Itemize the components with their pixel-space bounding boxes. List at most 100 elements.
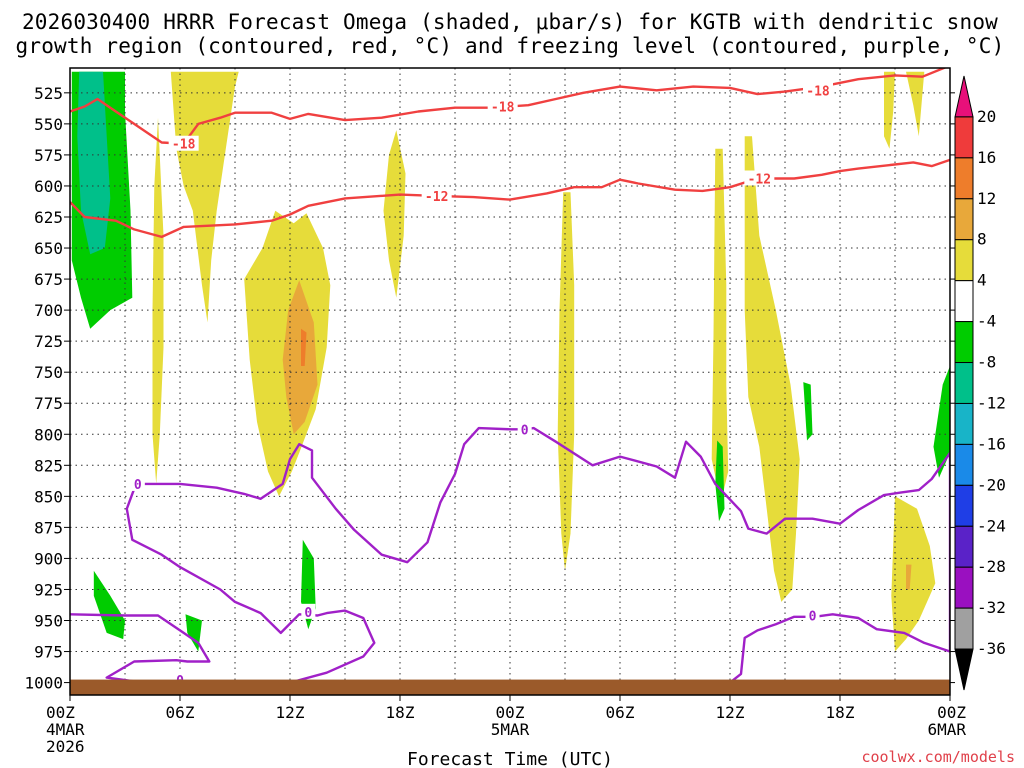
contour-label-bg: [805, 607, 820, 623]
colorbar-swatch: [954, 402, 974, 445]
omega-region-green-00z-6mar: [933, 366, 950, 478]
colorbar-label: -20: [977, 475, 1006, 494]
contour-minus12: [70, 158, 950, 239]
x-tick-label: 5MAR: [491, 720, 530, 739]
omega-region-yellow-1130: [711, 148, 729, 503]
contour-label-freezing-level: 0: [134, 478, 142, 493]
y-tick-label: 900: [34, 549, 63, 568]
x-tick-label: 4MAR: [46, 720, 85, 739]
y-tick-label: 950: [34, 612, 63, 631]
colorbar-label: -16: [977, 434, 1006, 453]
omega-region-orange-12z-core: [282, 280, 318, 435]
contour-label-minus12: -12: [425, 190, 448, 205]
contour-label-bg: [517, 421, 532, 437]
contour-label-freezing-level: 0: [521, 423, 529, 438]
chart-title-line-1: 2026030400 HRRR Forecast Omega (shaded, …: [22, 10, 998, 34]
colorbar-swatch: [954, 607, 974, 650]
credit-link[interactable]: coolwx.com/models: [861, 748, 1015, 766]
contour-freezing-level: [70, 426, 950, 687]
colorbar-label: -36: [977, 639, 1006, 658]
chart-title-line-2: growth region (contoured, red, °C) and f…: [16, 34, 1005, 58]
colorbar-label: 16: [977, 148, 996, 167]
colorbar-swatch: [954, 362, 974, 404]
omega-region-orange-2130-spot: [906, 564, 912, 590]
x-tick-label: 6MAR: [927, 720, 966, 739]
y-tick-label: 800: [34, 425, 63, 444]
y-tick-label: 650: [34, 239, 63, 258]
terrain-band: [70, 679, 950, 695]
y-tick-label: 675: [34, 270, 63, 289]
y-tick-label: 525: [34, 84, 63, 103]
x-tick-label: 12Z: [276, 703, 305, 722]
colorbar-label: -12: [977, 393, 1006, 412]
omega-region-yellow-03z-slice: [557, 192, 575, 571]
contour-label-bg: [744, 170, 775, 186]
x-tick-label: 00Z: [496, 703, 525, 722]
omega-region-yellow-21z: [884, 71, 895, 149]
x-tick-label: 18Z: [386, 703, 415, 722]
contour-minus18: [70, 68, 948, 145]
x-tick-label: 06Z: [166, 703, 195, 722]
colorbar-label: -32: [977, 598, 1006, 617]
colorbar-label: 12: [977, 189, 996, 208]
y-tick-label: 550: [34, 115, 63, 134]
contour-label-freezing-level: 0: [809, 610, 817, 625]
colorbar-swatch: [954, 443, 974, 486]
colorbar-swatch: [954, 239, 974, 282]
colorbar-label: 8: [977, 230, 987, 249]
colorbar-label: -24: [977, 516, 1006, 535]
x-tick-label: 00Z: [46, 703, 75, 722]
colorbar-swatch: [954, 566, 974, 609]
colorbar-label: -28: [977, 557, 1006, 576]
colorbar-swatch: [954, 484, 974, 527]
contour-lines: -18-18-18-12-1200000: [70, 68, 950, 689]
colorbar-label: -8: [977, 353, 996, 372]
x-tick-label: 12Z: [716, 703, 745, 722]
colorbar-swatch: [954, 525, 974, 568]
colorbar-arrow-top: [954, 75, 974, 118]
y-tick-label: 750: [34, 363, 63, 382]
omega-region-teal-col-early: [77, 71, 111, 255]
x-tick-label: 06Z: [606, 703, 635, 722]
x-axis-label: Forecast Time (UTC): [407, 749, 613, 768]
contour-label-bg: [301, 603, 316, 619]
y-tick-label: 1000: [24, 674, 63, 693]
plot-area: -18-18-18-12-1200000: [70, 68, 950, 695]
omega-region-yellow-06z-upper: [154, 71, 239, 323]
omega-region-yellow-22z: [906, 71, 925, 137]
colorbar-swatch: [954, 198, 974, 241]
contour-label-minus18: -18: [172, 138, 196, 153]
x-tick-label: 00Z: [937, 703, 966, 722]
contour-label-bg: [487, 98, 518, 114]
contour-label-bg: [168, 135, 199, 151]
omega-region-yellow-0530-column: [152, 117, 164, 484]
colorbar-label: 20: [977, 107, 996, 126]
omega-region-green-12z-right: [715, 440, 725, 522]
colorbar-swatch: [954, 157, 974, 200]
omega-region-orange-12z-spot: [301, 328, 307, 366]
y-tick-label: 875: [34, 518, 63, 537]
y-tick-label: 725: [34, 332, 63, 351]
contour-label-bg: [421, 187, 452, 203]
contour-label-minus18: -18: [491, 100, 515, 115]
contour-label-bg: [130, 475, 145, 491]
x-tick-label: 18Z: [826, 703, 855, 722]
y-tick-label: 850: [34, 487, 63, 506]
colorbar-swatch: [954, 280, 974, 323]
y-tick-label: 700: [34, 301, 63, 320]
contour-label-freezing-level: 0: [304, 606, 312, 621]
contour-label-bg: [803, 82, 833, 98]
y-tick-label: 925: [34, 580, 63, 599]
omega-region-yellow-1430: [744, 136, 800, 602]
y-tick-label: 975: [34, 643, 63, 662]
colorbar-arrow-bottom: [954, 648, 974, 691]
y-tick-label: 600: [34, 177, 63, 196]
colorbar-swatch: [954, 116, 974, 159]
colorbar: 20 16 12 8 4 -4 -8 -12 -16 -20 -24 -28 -32 -36: [954, 75, 1006, 691]
y-tick-label: 825: [34, 456, 63, 475]
omega-region-yellow-2130-lower: [891, 496, 936, 652]
omega-shaded-regions: [71, 71, 950, 652]
omega-region-green-15z: [803, 382, 813, 441]
